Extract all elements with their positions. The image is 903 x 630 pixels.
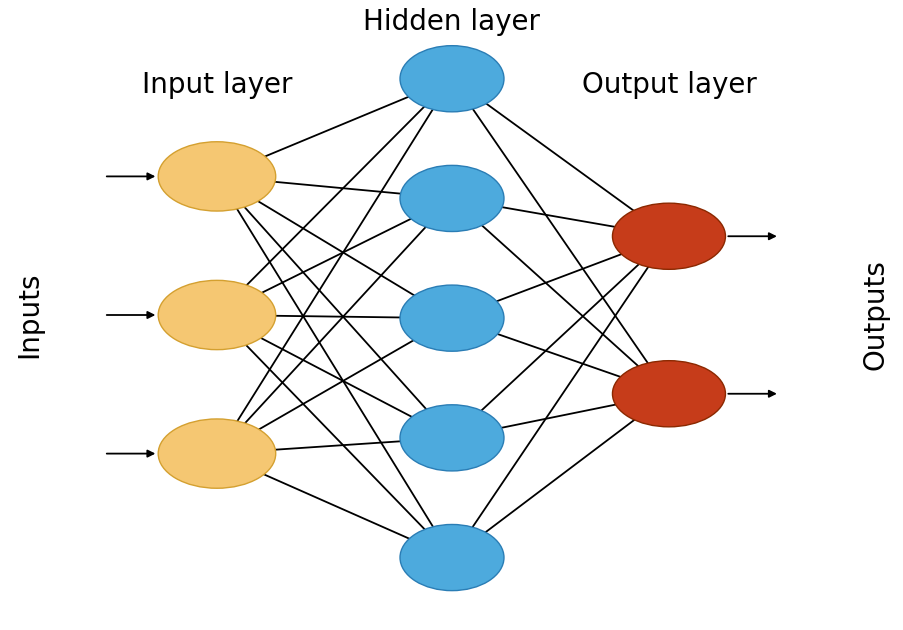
Ellipse shape [399, 165, 504, 231]
Text: Hidden layer: Hidden layer [363, 8, 540, 36]
Ellipse shape [612, 203, 725, 270]
Text: Output layer: Output layer [581, 71, 756, 99]
Ellipse shape [612, 360, 725, 427]
Ellipse shape [399, 45, 504, 112]
Ellipse shape [158, 280, 275, 350]
Text: Inputs: Inputs [15, 272, 42, 358]
Ellipse shape [399, 405, 504, 471]
Ellipse shape [158, 142, 275, 211]
Ellipse shape [158, 419, 275, 488]
Text: Input layer: Input layer [142, 71, 292, 99]
Ellipse shape [399, 524, 504, 591]
Text: Outputs: Outputs [861, 260, 888, 370]
Ellipse shape [399, 285, 504, 351]
